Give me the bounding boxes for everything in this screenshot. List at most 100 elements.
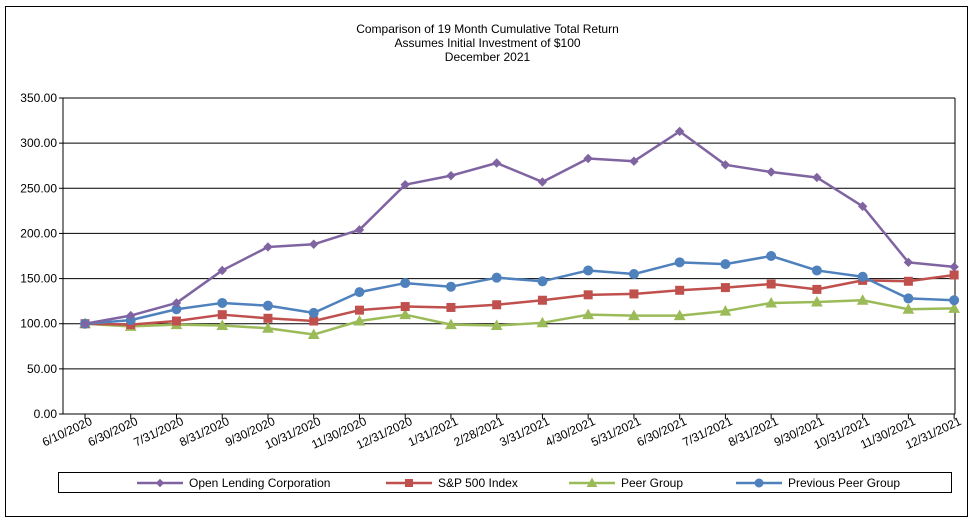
data-point-previous-peer-group: [400, 278, 411, 289]
legend-item-peer-group: Peer Group: [567, 473, 683, 492]
data-point-s-p-500-index: [354, 305, 364, 315]
data-point-s-p-500-index: [446, 302, 456, 312]
data-point-open-lending-corporation: [720, 160, 731, 170]
data-point-open-lending-corporation: [263, 242, 273, 252]
legend-item-open-lending: Open Lending Corporation: [135, 473, 330, 492]
data-point-peer-group: [445, 318, 457, 330]
series-line-previous-peer-group: [84, 254, 955, 325]
data-point-previous-peer-group: [354, 287, 365, 298]
legend-swatch-sp500: [386, 478, 432, 487]
data-point-peer-group: [353, 314, 366, 326]
data-point-s-p-500-index: [309, 316, 319, 326]
plot-area: [63, 98, 955, 414]
data-point-peer-group: [582, 308, 595, 320]
data-point-s-p-500-index: [812, 284, 822, 294]
legend-label-sp500: S&P 500 Index: [438, 475, 518, 490]
data-point-open-lending-corporation: [309, 239, 319, 249]
data-point-previous-peer-group: [308, 307, 319, 318]
y-tick-label: 300.00: [20, 136, 57, 150]
series-line-s-p-500-index: [84, 273, 955, 326]
data-point-previous-peer-group: [217, 297, 228, 308]
legend-item-previous-peer-group: Previous Peer Group: [734, 473, 900, 492]
data-point-open-lending-corporation: [354, 225, 365, 235]
data-point-s-p-500-index: [720, 283, 730, 293]
legend-label-previous-peer-group: Previous Peer Group: [788, 475, 901, 490]
x-tick-label: 4/30/2021: [543, 414, 598, 449]
data-point-peer-group: [216, 319, 229, 331]
data-point-peer-group: [811, 296, 823, 307]
data-point-previous-peer-group: [537, 276, 548, 287]
y-tick-label: 100.00: [20, 317, 57, 331]
data-point-s-p-500-index: [949, 270, 959, 280]
chart-subtitle-line-1: Assumes Initial Investment of $100: [394, 36, 581, 50]
data-point-peer-group: [765, 296, 778, 308]
x-tick-label: 6/30/2021: [635, 414, 690, 449]
x-tick-label: 8/31/2020: [177, 414, 232, 449]
x-tick-label: 6/30/2020: [86, 414, 141, 449]
data-point-open-lending-corporation: [126, 310, 136, 321]
legend-marker-peer-group: [586, 476, 598, 487]
data-point-s-p-500-index: [263, 313, 273, 323]
data-point-s-p-500-index: [492, 300, 502, 310]
y-tick-label: 150.00: [20, 272, 57, 286]
legend-swatch-previous-peer-group: [736, 478, 782, 487]
data-point-peer-group: [902, 303, 915, 314]
data-point-peer-group: [307, 328, 320, 340]
chart-title: Comparison of 19 Month Cumulative Total …: [356, 22, 619, 36]
y-tick-label: 200.00: [20, 226, 57, 240]
data-point-previous-peer-group: [811, 265, 822, 276]
legend-swatch-open-lending: [137, 478, 183, 487]
data-point-open-lending-corporation: [949, 262, 959, 272]
data-point-s-p-500-index: [171, 316, 181, 326]
data-point-peer-group: [490, 319, 503, 331]
legend-item-sp500: S&P 500 Index: [384, 473, 518, 492]
chart-subtitle-line-2: December 2021: [444, 50, 531, 64]
y-tick-label: 50.00: [27, 362, 57, 376]
data-point-peer-group: [673, 309, 686, 321]
chart-title-block: Comparison of 19 Month Cumulative Total …: [0, 22, 975, 64]
data-point-open-lending-corporation: [171, 298, 182, 308]
data-point-s-p-500-index: [583, 290, 593, 300]
data-point-s-p-500-index: [400, 302, 410, 312]
data-point-peer-group: [856, 294, 869, 305]
data-point-peer-group: [948, 302, 960, 313]
data-point-open-lending-corporation: [583, 153, 593, 164]
y-tick-label: 350.00: [20, 91, 57, 105]
data-point-previous-peer-group: [674, 257, 685, 268]
data-point-previous-peer-group: [766, 251, 777, 261]
y-tick-label: 0.00: [34, 407, 58, 421]
data-point-open-lending-corporation: [857, 201, 868, 212]
data-point-open-lending-corporation: [400, 179, 410, 190]
data-point-open-lending-corporation: [491, 158, 502, 168]
y-tick-label: 250.00: [20, 181, 57, 195]
data-point-open-lending-corporation: [903, 257, 914, 268]
data-point-peer-group: [399, 308, 412, 320]
data-point-s-p-500-index: [766, 279, 776, 289]
legend-label-open-lending: Open Lending Corporation: [189, 475, 331, 490]
data-point-s-p-500-index: [903, 276, 913, 286]
x-tick-label: 2/28/2021: [452, 414, 507, 449]
data-point-previous-peer-group: [720, 259, 731, 270]
x-tick-label: 3/31/2021: [497, 414, 552, 449]
data-point-s-p-500-index: [629, 289, 639, 299]
data-point-open-lending-corporation: [629, 156, 639, 166]
data-point-previous-peer-group: [857, 271, 868, 282]
data-point-peer-group: [536, 316, 549, 328]
data-point-peer-group: [719, 305, 732, 316]
data-point-s-p-500-index: [537, 295, 547, 305]
data-point-previous-peer-group: [445, 281, 456, 292]
data-point-open-lending-corporation: [537, 177, 548, 187]
x-tick-label: 7/31/2021: [680, 414, 735, 449]
data-point-open-lending-corporation: [674, 126, 685, 137]
data-point-open-lending-corporation: [217, 265, 227, 276]
data-point-previous-peer-group: [262, 300, 273, 311]
data-point-previous-peer-group: [628, 269, 639, 280]
legend-swatch-peer-group: [569, 476, 615, 487]
x-tick-label: 5/31/2021: [589, 414, 644, 449]
data-point-s-p-500-index: [675, 285, 685, 295]
data-point-open-lending-corporation: [812, 172, 822, 183]
data-point-open-lending-corporation: [80, 319, 90, 329]
data-point-previous-peer-group: [903, 293, 914, 304]
chart-legend: Open Lending Corporation S&P 500 Index P…: [58, 472, 952, 493]
